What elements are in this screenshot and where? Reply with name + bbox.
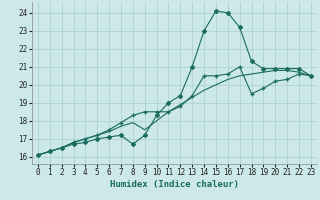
X-axis label: Humidex (Indice chaleur): Humidex (Indice chaleur) xyxy=(110,180,239,189)
